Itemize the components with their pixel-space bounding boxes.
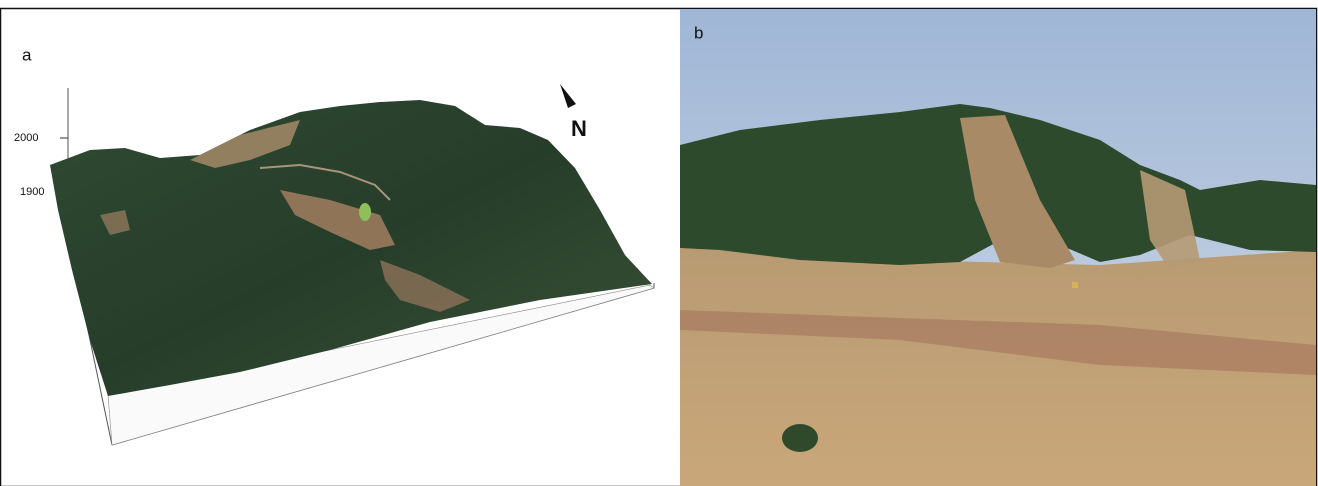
- north-label: N: [571, 116, 587, 141]
- panel-label: a: [22, 45, 32, 64]
- panel-label: b: [694, 23, 703, 42]
- elevation-label: 2000: [14, 132, 38, 144]
- site-marker: [359, 203, 371, 221]
- shrub: [782, 424, 818, 452]
- machine: [1072, 282, 1078, 288]
- panel-b: b: [680, 9, 1316, 486]
- figure: 2000 1900 N a b: [0, 0, 1318, 486]
- page: 2000 1900 N a b (() => { const data = JS…: [0, 0, 1318, 486]
- elevation-label: 1900: [20, 186, 44, 198]
